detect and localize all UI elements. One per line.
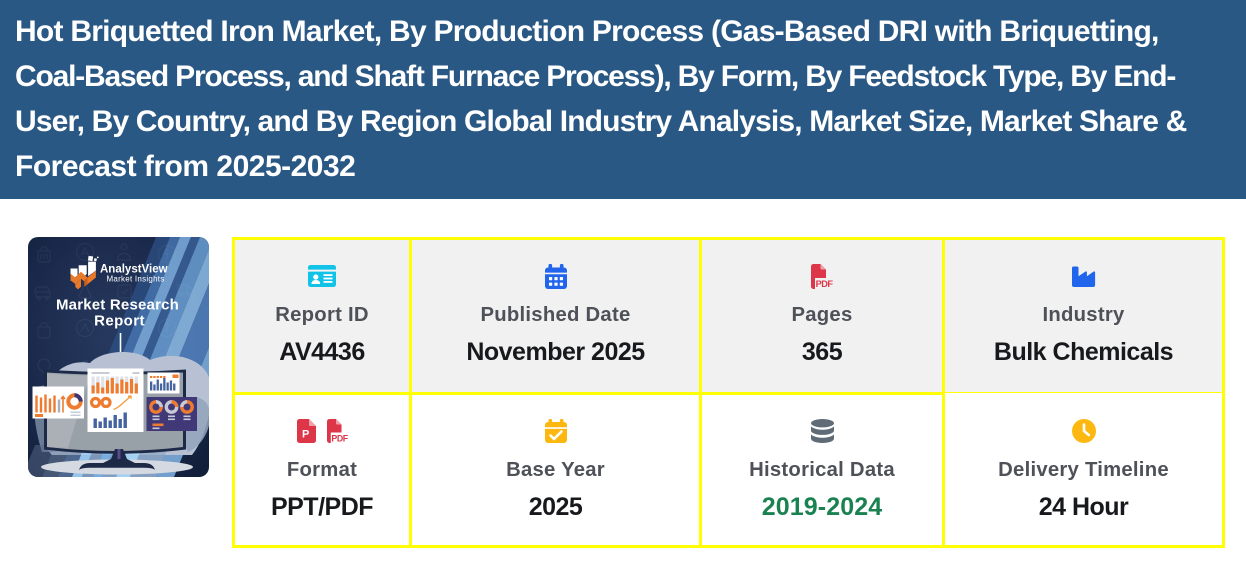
svg-text:PDF: PDF <box>816 279 833 289</box>
svg-text:PDF: PDF <box>331 433 348 443</box>
svg-text:Market Insights: Market Insights <box>107 275 165 284</box>
svg-text:AnalystView: AnalystView <box>100 264 168 276</box>
svg-text:Report: Report <box>94 313 145 330</box>
svg-text:P: P <box>302 429 309 441</box>
svg-text:Market Research: Market Research <box>56 296 179 313</box>
